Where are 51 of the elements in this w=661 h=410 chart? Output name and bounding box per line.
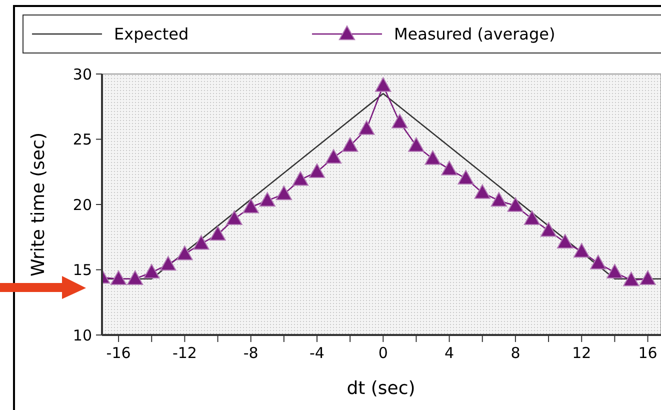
x-tick-label: -8 [243,344,258,362]
x-tick-label: -16 [106,344,131,362]
point [408,137,424,152]
x-tick-label: 0 [378,344,388,362]
point [342,137,358,152]
y-axis-title: Write time (sec) [28,132,49,277]
y-tick-label: 25 [72,130,92,148]
x-tick-label: -12 [172,344,197,362]
point [590,254,606,270]
point [606,264,623,278]
y-tick-label: 15 [72,261,92,279]
point [474,184,490,199]
y-tick-label: 20 [72,196,92,214]
legend-label: Expected [114,24,189,44]
x-tick-label: -4 [310,344,324,362]
point [458,170,474,184]
point [259,192,276,207]
point [210,226,226,241]
y-tick-label: 10 [72,326,92,344]
point [276,186,292,200]
point [640,270,656,285]
x-tick-label: 8 [510,344,520,362]
point [176,246,193,260]
x-axis-title: dt (sec) [346,378,416,399]
point [325,149,342,164]
legend-label: Measured (average) [394,24,556,44]
point [392,114,408,128]
point [375,77,392,92]
point [507,197,524,212]
y-tick-label: 30 [72,65,92,84]
point [242,198,259,214]
point [623,272,640,286]
x-tick-label: 16 [638,344,658,362]
point [308,163,326,178]
point [110,270,127,285]
point [126,270,144,285]
point [358,120,375,135]
point [193,235,210,250]
point [556,234,574,248]
x-tick-label: 4 [444,344,454,362]
point [424,150,441,165]
point [490,192,508,207]
x-tick-label: 12 [572,344,592,362]
point [160,256,176,271]
point [524,210,540,225]
point [441,160,458,176]
point [540,222,557,237]
point [144,264,160,278]
point [292,171,309,186]
point [226,210,242,225]
point [574,242,590,258]
